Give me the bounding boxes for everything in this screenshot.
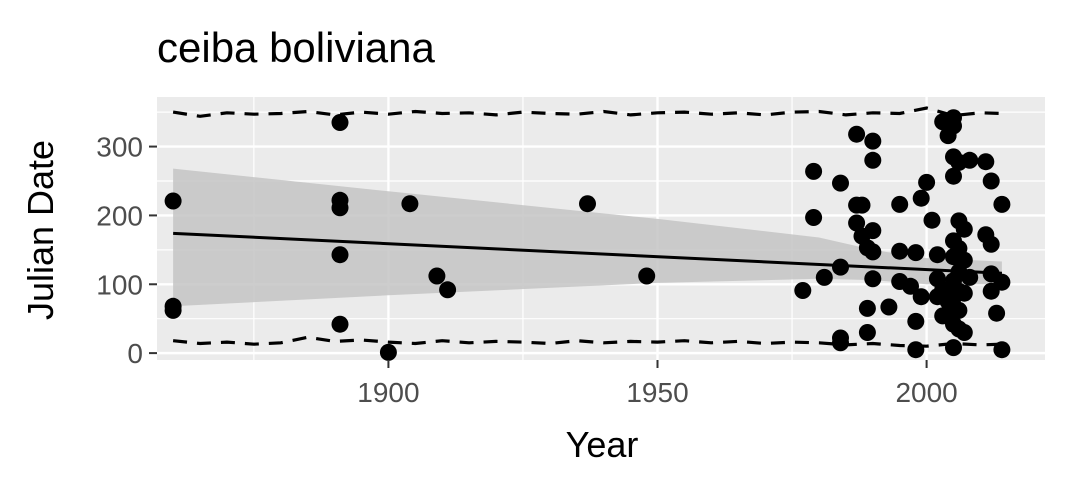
- trend-line: [173, 231, 1003, 275]
- data-point: [945, 167, 962, 185]
- y-tick-label: 0: [127, 338, 143, 369]
- upper-quantile-line: [172, 106, 1002, 118]
- x-tick-label: 1950: [626, 377, 688, 408]
- data-point: [401, 195, 419, 213]
- data-point: [331, 315, 349, 333]
- data-point: [907, 244, 925, 262]
- data-point: [955, 324, 973, 341]
- data-point: [945, 117, 962, 135]
- data-point: [982, 172, 1000, 190]
- regression-line: [173, 231, 1003, 275]
- data-point: [918, 173, 936, 191]
- data-point: [864, 243, 882, 261]
- y-tick-label: 300: [96, 132, 143, 163]
- data-point: [815, 268, 833, 286]
- data-point: [805, 209, 823, 226]
- data-point: [858, 324, 876, 341]
- data-point: [164, 192, 182, 210]
- y-tick-label: 200: [96, 200, 143, 231]
- data-point: [579, 195, 596, 213]
- data-point: [848, 125, 866, 143]
- data-point: [945, 339, 962, 357]
- data-point: [864, 270, 882, 288]
- data-point: [907, 341, 925, 359]
- data-points: [164, 109, 1011, 361]
- data-point: [853, 196, 871, 214]
- data-point: [993, 195, 1011, 213]
- data-point: [331, 114, 349, 131]
- data-point: [832, 258, 849, 276]
- data-point: [955, 251, 973, 269]
- data-point: [891, 195, 909, 213]
- data-point: [848, 214, 866, 232]
- data-point: [961, 151, 979, 169]
- x-axis-title: Year: [566, 424, 639, 465]
- quantile-lines: [172, 106, 1002, 348]
- data-point: [907, 312, 925, 330]
- data-point: [993, 341, 1011, 359]
- confidence-band-area: [173, 168, 1002, 307]
- data-point: [955, 220, 973, 238]
- lower-quantile-line: [172, 335, 1002, 348]
- data-point: [832, 334, 849, 352]
- chart-title: ceiba boliviana: [157, 24, 436, 71]
- data-point: [805, 162, 823, 180]
- data-point: [923, 211, 941, 229]
- data-point: [439, 281, 457, 299]
- data-point: [977, 153, 995, 171]
- data-point: [864, 151, 882, 169]
- data-point: [955, 284, 973, 302]
- data-point: [832, 174, 849, 192]
- data-point: [331, 199, 349, 217]
- confidence-band: [173, 168, 1002, 307]
- data-point: [794, 282, 812, 299]
- data-point: [982, 235, 1000, 253]
- data-point: [891, 242, 909, 260]
- data-point: [912, 189, 930, 207]
- data-point: [961, 268, 979, 286]
- x-tick-label: 2000: [895, 377, 957, 408]
- data-point: [880, 298, 898, 316]
- data-point: [164, 301, 182, 319]
- y-axis-title: Julian Date: [20, 140, 61, 320]
- data-point: [912, 288, 930, 306]
- data-point: [864, 132, 882, 150]
- data-point: [864, 222, 882, 240]
- data-point: [858, 299, 876, 317]
- data-point: [638, 267, 656, 285]
- data-point: [993, 273, 1011, 291]
- data-point: [902, 277, 919, 295]
- data-point: [379, 343, 397, 361]
- data-point: [988, 304, 1006, 322]
- data-point: [428, 267, 446, 285]
- data-point: [331, 246, 349, 264]
- y-tick-label: 100: [96, 269, 143, 300]
- x-tick-label: 1900: [357, 377, 419, 408]
- data-point: [928, 246, 946, 264]
- axes: 1900 1950 2000 0 100 200 300: [96, 132, 957, 408]
- data-point: [950, 301, 968, 319]
